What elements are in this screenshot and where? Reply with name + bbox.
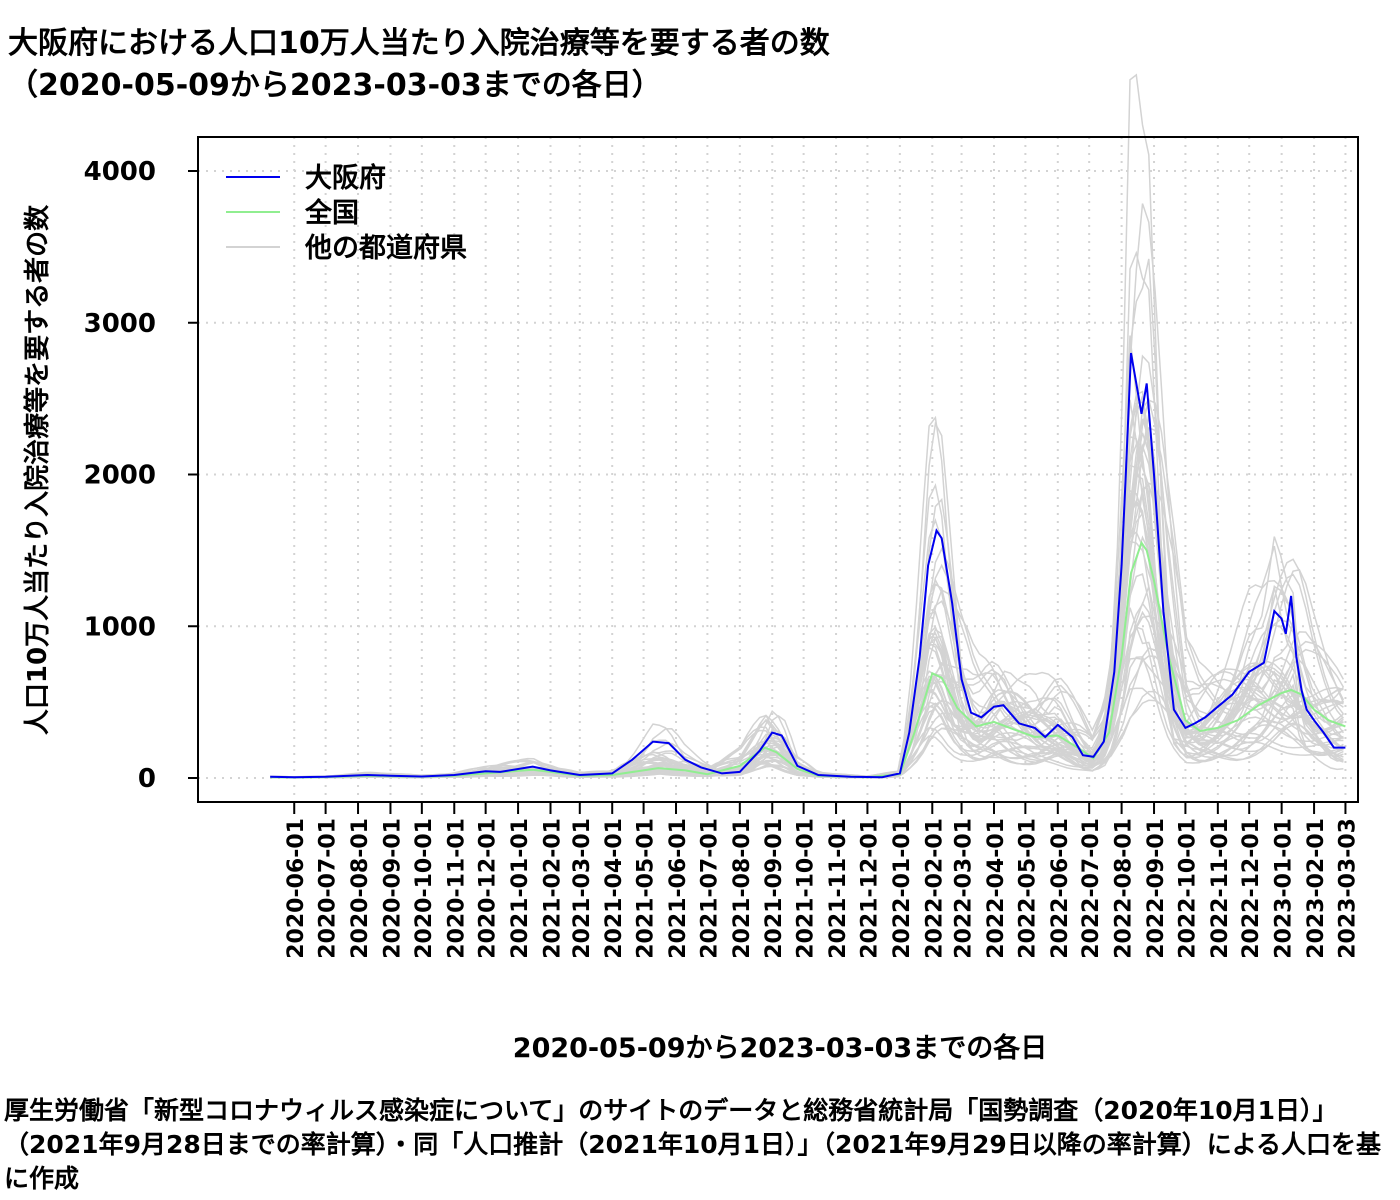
x-tick-label: 2022-07-01 [1079, 818, 1104, 959]
chart-title: 大阪府における人口10万人当たり入院治療等を要する者の数 [8, 26, 830, 61]
x-tick-label: 2021-06-01 [666, 818, 691, 959]
x-tick-label: 2022-05-01 [1015, 818, 1040, 959]
y-tick-label: 4000 [84, 157, 156, 187]
series-line-national [270, 540, 1346, 779]
x-tick-label: 2021-05-01 [634, 818, 659, 959]
other-prefecture-line [270, 250, 1344, 779]
x-tick-label: 2022-09-01 [1144, 818, 1169, 959]
legend-label-others: 他の都道府県 [304, 232, 467, 264]
x-tick-label: 2021-04-01 [602, 818, 627, 959]
y-tick-label: 1000 [84, 612, 156, 642]
x-tick-label: 2022-04-01 [984, 818, 1009, 959]
y-axis-label: 人口10万人当たり入院治療等を要する者の数 [22, 204, 53, 735]
x-tick-label: 2021-09-01 [762, 818, 787, 959]
x-tick-label: 2020-09-01 [380, 818, 405, 959]
x-tick-label: 2021-12-01 [857, 818, 882, 959]
x-tick-label: 2021-02-01 [540, 818, 565, 959]
x-tick-label: 2021-07-01 [697, 818, 722, 959]
x-tick-label: 2022-11-01 [1208, 818, 1233, 959]
legend-label-national: 全国 [304, 197, 359, 229]
x-tick-label: 2020-06-01 [284, 818, 309, 959]
x-tick-label: 2022-08-01 [1112, 818, 1137, 959]
other-prefecture-line [270, 258, 1344, 779]
x-tick-label: 2022-06-01 [1048, 818, 1073, 959]
plot-frame [197, 136, 1359, 803]
chart-subtitle: （2020-05-09から2023-03-03までの各日） [8, 68, 662, 103]
x-tick-label: 2020-08-01 [348, 818, 373, 959]
legend-label-osaka: 大阪府 [305, 162, 386, 194]
x-tick-label: 2021-03-01 [570, 818, 595, 959]
x-tick-label: 2021-01-01 [508, 818, 533, 959]
x-tick-label: 2023-03-03 [1335, 818, 1360, 959]
x-tick-label: 2021-08-01 [730, 818, 755, 959]
x-tick-label: 2020-11-01 [444, 818, 469, 959]
series-line-osaka [270, 352, 1346, 779]
x-tick-label: 2022-01-01 [890, 818, 915, 959]
x-tick-label: 2022-10-01 [1175, 818, 1200, 959]
x-tick-label: 2023-02-01 [1304, 818, 1329, 959]
x-axis-label: 2020-05-09から2023-03-03までの各日 [512, 1033, 1048, 1064]
x-tick-label: 2020-12-01 [476, 818, 501, 959]
x-tick-label: 2022-02-01 [922, 818, 947, 959]
x-tick-label: 2020-07-01 [316, 818, 341, 959]
y-tick-label: 3000 [84, 309, 156, 339]
source-caption: 厚生労働省「新型コロナウィルス感染症について」のサイトのデータと総務省統計局「国… [4, 1096, 1382, 1193]
x-tick-label: 2022-03-01 [952, 818, 977, 959]
y-tick-label: 2000 [84, 461, 156, 491]
x-tick-label: 2023-01-01 [1272, 818, 1297, 959]
x-tick-label: 2021-10-01 [794, 818, 819, 959]
y-tick-label: 0 [138, 764, 156, 794]
x-tick-label: 2021-11-01 [826, 818, 851, 959]
x-tick-label: 2022-12-01 [1239, 818, 1264, 959]
x-tick-label: 2020-10-01 [412, 818, 437, 959]
